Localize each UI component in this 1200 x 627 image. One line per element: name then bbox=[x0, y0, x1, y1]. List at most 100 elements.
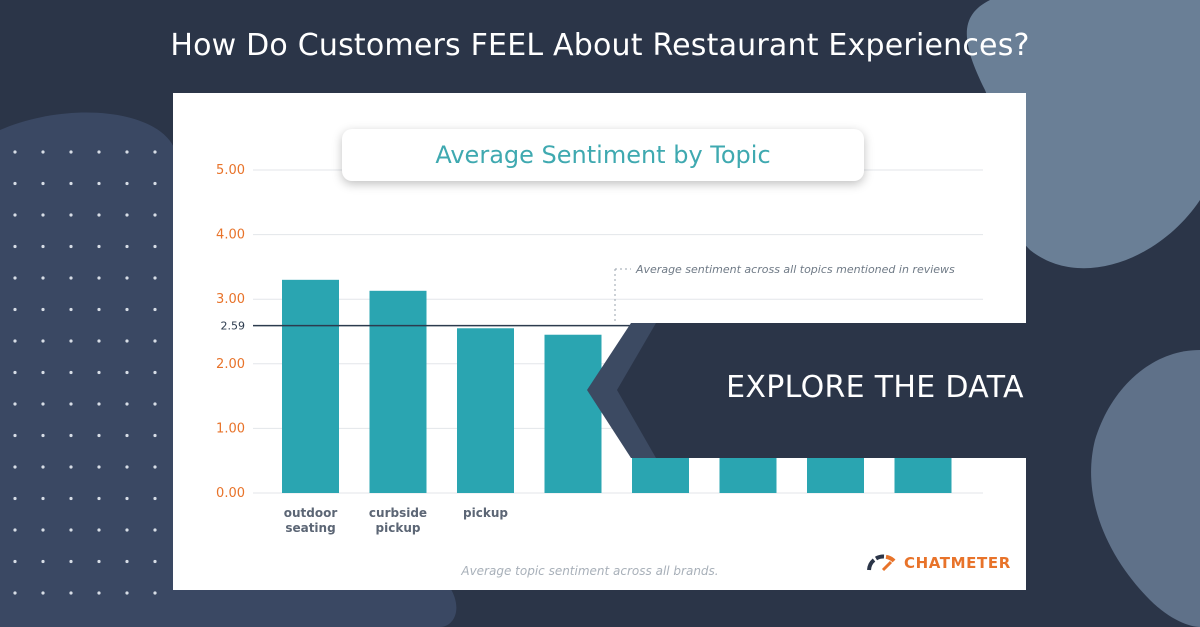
decor-dot bbox=[153, 433, 157, 438]
decor-dot bbox=[97, 402, 101, 406]
decor-dot bbox=[125, 276, 129, 280]
decor-dot bbox=[13, 528, 17, 532]
decor-dot bbox=[41, 150, 45, 154]
decor-dot bbox=[69, 339, 73, 343]
decor-dot bbox=[153, 244, 157, 249]
brand-name: CHATMETER bbox=[904, 554, 1011, 572]
reference-line-annotation: Average sentiment across all topics ment… bbox=[635, 263, 955, 276]
decor-dot bbox=[125, 465, 129, 469]
decor-dot bbox=[13, 496, 17, 501]
decor-dot bbox=[97, 591, 101, 595]
decor-dot bbox=[153, 402, 157, 406]
decor-dot bbox=[125, 496, 129, 501]
decor-dot bbox=[97, 496, 101, 501]
decor-dot bbox=[153, 528, 157, 532]
decor-dot bbox=[125, 339, 129, 343]
decor-dot bbox=[69, 465, 73, 469]
decor-dot bbox=[13, 244, 17, 249]
headline: How Do Customers FEEL About Restaurant E… bbox=[170, 28, 1030, 63]
reference-line-value-label: 2.59 bbox=[221, 320, 246, 333]
decor-dot bbox=[125, 528, 129, 532]
decor-dot bbox=[125, 181, 129, 186]
decor-dot bbox=[41, 213, 45, 217]
decor-dot bbox=[13, 591, 17, 595]
y-tick-label: 5.00 bbox=[216, 163, 245, 178]
decor-dot bbox=[69, 150, 73, 154]
decor-dot bbox=[41, 307, 45, 312]
y-tick-label: 1.00 bbox=[216, 421, 245, 436]
decor-dot bbox=[69, 591, 73, 595]
decor-dot bbox=[153, 591, 157, 595]
decor-dot bbox=[153, 276, 157, 280]
decor-dot bbox=[41, 433, 45, 438]
chatmeter-gauge-icon bbox=[867, 554, 896, 572]
decor-dot bbox=[13, 465, 17, 469]
y-tick-label: 2.00 bbox=[216, 357, 245, 372]
decor-dot bbox=[153, 307, 157, 312]
x-tick-label: curbside bbox=[369, 506, 427, 520]
decor-dot bbox=[69, 402, 73, 406]
decor-dot bbox=[41, 244, 45, 249]
decor-dot bbox=[13, 433, 17, 438]
y-tick-label: 3.00 bbox=[216, 292, 245, 307]
decor-dot bbox=[13, 213, 17, 217]
decor-dot bbox=[125, 307, 129, 312]
x-tick-label: pickup bbox=[376, 521, 421, 535]
decor-dot bbox=[153, 496, 157, 501]
dot-pattern bbox=[13, 150, 157, 595]
y-tick-label: 4.00 bbox=[216, 228, 245, 243]
decor-dot bbox=[97, 181, 101, 186]
decor-dot bbox=[125, 402, 129, 406]
explore-data-button[interactable]: EXPLORE THE DATA bbox=[726, 370, 1024, 405]
y-tick-label: 0.00 bbox=[216, 486, 245, 501]
decor-dot bbox=[13, 370, 17, 375]
x-tick-label: seating bbox=[285, 521, 335, 535]
decor-dot bbox=[153, 150, 157, 154]
bar bbox=[894, 454, 952, 493]
decor-dot bbox=[97, 244, 101, 249]
bar bbox=[544, 334, 602, 493]
decor-dot bbox=[153, 559, 157, 564]
decor-dot bbox=[41, 465, 45, 469]
decor-dot bbox=[125, 370, 129, 375]
bar bbox=[719, 454, 777, 493]
decor-dot bbox=[13, 402, 17, 406]
decor-dot bbox=[69, 244, 73, 249]
decor-dot bbox=[125, 591, 129, 595]
decor-dot bbox=[41, 496, 45, 501]
decor-dot bbox=[97, 433, 101, 438]
decor-dot bbox=[69, 528, 73, 532]
decor-dot bbox=[13, 339, 17, 343]
decor-dot bbox=[125, 244, 129, 249]
decor-dot bbox=[13, 307, 17, 312]
bar bbox=[807, 454, 864, 493]
decor-dot bbox=[153, 181, 157, 186]
decor-dot bbox=[13, 181, 17, 186]
decor-dot bbox=[97, 370, 101, 375]
bar bbox=[632, 454, 689, 493]
decor-dot bbox=[41, 591, 45, 595]
decor-dot bbox=[153, 339, 157, 343]
decor-dot bbox=[153, 213, 157, 217]
decor-dot bbox=[125, 213, 129, 217]
decor-dot bbox=[125, 559, 129, 564]
bar bbox=[282, 279, 339, 493]
decor-dot bbox=[69, 307, 73, 312]
decor-dot bbox=[13, 276, 17, 280]
explore-data-panel[interactable] bbox=[580, 323, 1030, 458]
decor-dot bbox=[69, 276, 73, 280]
decor-dot bbox=[69, 370, 73, 375]
decor-dot bbox=[97, 213, 101, 217]
x-tick-label: pickup bbox=[463, 506, 508, 520]
decor-dot bbox=[97, 339, 101, 343]
bar bbox=[369, 290, 427, 493]
decor-dot bbox=[41, 339, 45, 343]
decor-dot bbox=[41, 559, 45, 564]
decor-dot bbox=[69, 213, 73, 217]
decor-dot bbox=[153, 465, 157, 469]
decor-dot bbox=[69, 496, 73, 501]
decor-dot bbox=[41, 402, 45, 406]
decor-dot bbox=[69, 559, 73, 564]
decor-dot bbox=[41, 181, 45, 186]
decor-dot bbox=[41, 528, 45, 532]
